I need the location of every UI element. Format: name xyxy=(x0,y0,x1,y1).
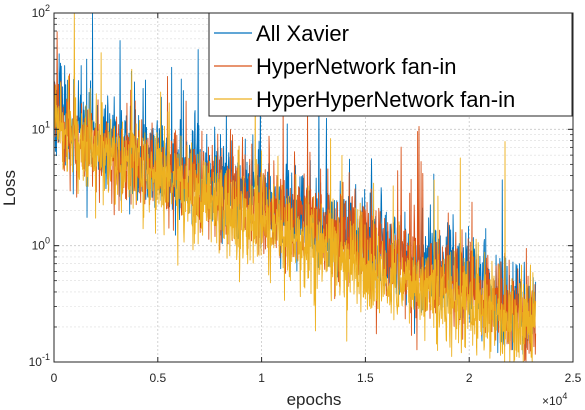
x-tick-label: 1.5 xyxy=(357,371,374,385)
legend-label: All Xavier xyxy=(256,21,349,46)
series-line-2 xyxy=(53,31,537,362)
series-layer xyxy=(53,12,537,363)
legend-label: HyperNetwork fan-in xyxy=(256,54,457,79)
x-tick-label: 1 xyxy=(258,371,265,385)
x-axis-label: epochs xyxy=(287,390,342,409)
y-tick-label: 102 xyxy=(32,3,50,20)
y-tick-label: 100 xyxy=(32,236,50,253)
x-scale-exponent: 4 xyxy=(562,391,567,401)
y-axis-label: Loss xyxy=(0,170,19,206)
y-tick-label: 101 xyxy=(32,119,50,136)
y-tick-labels: 10-1 100 101 102 xyxy=(29,3,50,369)
x-tick-label: 0 xyxy=(51,371,58,385)
x-tick-labels: 0 0.5 1 1.5 2 2.5 xyxy=(51,371,582,385)
y-tick-label: 10-1 xyxy=(29,352,50,369)
legend-box xyxy=(208,12,573,117)
x-tick-label: 2.5 xyxy=(565,371,582,385)
x-scale-multiplier: ×104 xyxy=(542,391,567,408)
x-tick-label: 2 xyxy=(466,371,473,385)
legend-label: HyperHyperNetwork fan-in xyxy=(256,87,515,112)
series-line-3 xyxy=(53,12,537,363)
x-tick-label: 0.5 xyxy=(149,371,166,385)
legend: All Xavier HyperNetwork fan-in HyperHyperN… xyxy=(208,12,573,117)
x-scale-multiplier-base: ×10 xyxy=(542,394,563,408)
